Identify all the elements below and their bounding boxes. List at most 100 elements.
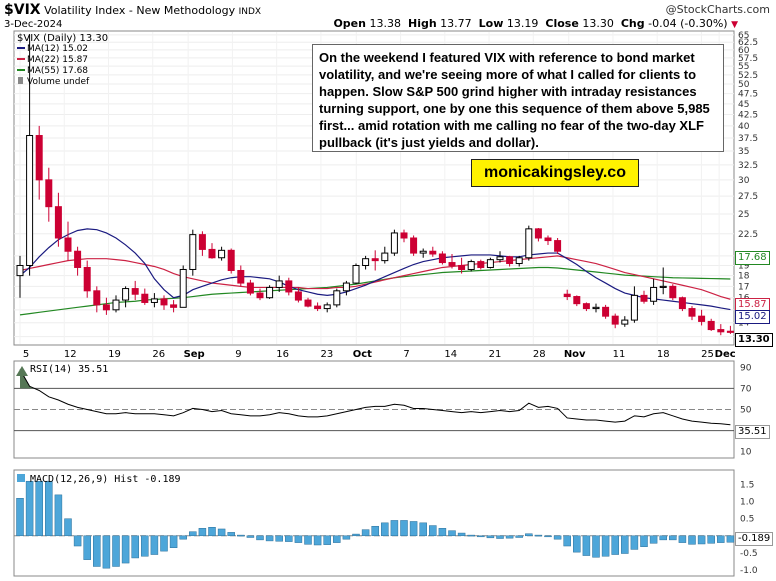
- macd-hist-bar: [630, 535, 639, 550]
- candle-body: [54, 206, 62, 239]
- candle-body: [410, 237, 418, 254]
- close-value: 13.30: [582, 17, 614, 30]
- candle-body: [189, 234, 197, 270]
- macd-y-tick-label: 0.5: [740, 515, 754, 525]
- price-y-tick-label: 60: [738, 46, 750, 56]
- macd-hist-bar: [467, 534, 475, 537]
- rsi-overbought-fill: [20, 369, 33, 389]
- candle-body: [678, 297, 686, 310]
- price-y-tick-label: 57.5: [738, 54, 758, 64]
- ohlc-readout: Open 13.38 High 13.77 Low 13.19 Close 13…: [333, 17, 738, 30]
- macd-hist-bar: [477, 535, 485, 538]
- site-label: monicakingsley.co: [471, 159, 639, 187]
- macd-hist-bar: [361, 529, 370, 537]
- candle-body: [16, 264, 24, 277]
- candle-body: [582, 303, 590, 310]
- macd-hist-bar: [592, 535, 600, 558]
- rsi-line: [19, 369, 731, 426]
- macd-hist-bar: [544, 535, 552, 538]
- candle-body: [198, 234, 206, 250]
- macd-panel-frame: [13, 469, 735, 577]
- ma12-price-tag: 15.02: [735, 310, 770, 324]
- candle-body: [621, 319, 629, 325]
- price-y-tick-label: 40: [738, 122, 750, 132]
- x-tick-label: 28: [533, 349, 546, 360]
- candle-body: [131, 288, 139, 295]
- ma55-price-tag: 17.68: [735, 251, 770, 265]
- rsi-y-tick-label: 50: [740, 406, 752, 416]
- candle-body: [45, 179, 53, 208]
- chg-label: Chg: [620, 17, 645, 30]
- candle-body: [381, 252, 389, 262]
- macd-hist-bar: [64, 518, 72, 537]
- x-tick-label: 25: [701, 349, 714, 360]
- price-y-tick-label: 30: [738, 176, 750, 186]
- candle-body: [438, 253, 446, 264]
- price-y-tick-label: 55: [738, 62, 749, 72]
- candle-body: [467, 261, 475, 270]
- x-tick-label: Nov: [564, 349, 586, 360]
- candle-body: [640, 294, 648, 302]
- macd-hist-bar: [582, 535, 591, 556]
- rsi-y-tick-label: 70: [740, 384, 752, 394]
- macd-hist-bar: [198, 528, 207, 537]
- close-label: Close: [545, 17, 579, 30]
- macd-y-tick-label: -0.5: [740, 549, 758, 559]
- candle-body: [323, 304, 331, 310]
- macd-hist-bar: [208, 527, 216, 537]
- candle-body: [122, 288, 130, 301]
- candle-body: [275, 280, 283, 288]
- macd-hist-bar: [121, 535, 130, 564]
- macd-hist-bar: [515, 535, 523, 538]
- rsi-legend: RSI(14) 35.51: [30, 364, 108, 375]
- candle-body: [333, 290, 341, 306]
- price-y-tick-label: 50: [738, 80, 750, 90]
- open-label: Open: [333, 17, 366, 30]
- macd-hist-bar: [16, 498, 24, 537]
- macd-hist-bar: [371, 525, 379, 537]
- macd-hist-bar: [400, 520, 408, 537]
- macd-y-tick-label: -1.0: [740, 566, 758, 576]
- candle-body: [371, 258, 379, 262]
- candle-body: [35, 135, 43, 181]
- x-tick-label: Oct: [353, 349, 372, 360]
- x-tick-label: 11: [613, 349, 626, 360]
- candle-body: [458, 264, 466, 270]
- macd-hist-bar: [294, 535, 303, 543]
- price-y-tick-label: 42.5: [738, 111, 758, 121]
- macd-hist-bar: [457, 532, 466, 537]
- down-arrow-icon: ▼: [731, 20, 738, 30]
- macd-hist-bar: [649, 535, 658, 544]
- price-y-tick-label: 37.5: [738, 134, 758, 144]
- macd-hist-bar: [73, 535, 82, 547]
- macd-hist-bar: [621, 535, 629, 554]
- candle-body: [362, 258, 370, 266]
- macd-hist-bar: [553, 535, 562, 540]
- ma12-line: [19, 228, 731, 311]
- price-y-tick-label: 18: [738, 272, 750, 282]
- price-y-tick-label: 47.5: [738, 90, 758, 100]
- macd-hist-bar: [717, 535, 725, 543]
- candle-body: [160, 298, 168, 306]
- candle-body: [227, 249, 235, 271]
- macd-hist-bar: [678, 535, 687, 543]
- low-value: 13.19: [506, 17, 539, 30]
- macd-y-tick-label: 1.5: [740, 481, 754, 491]
- high-label: High: [407, 17, 437, 30]
- symbol-name: Volatility Index - New Methodology: [44, 4, 236, 17]
- macd-hist-bar: [35, 480, 43, 537]
- candle-body: [285, 280, 293, 293]
- macd-hist-bar: [131, 535, 139, 559]
- candle-body: [419, 250, 427, 254]
- macd-hist-bar: [333, 535, 341, 543]
- x-tick-label: 21: [489, 349, 502, 360]
- price-y-tick-label: 52.5: [738, 71, 758, 81]
- macd-hist-bar: [265, 535, 274, 542]
- macd-hist-bar: [323, 535, 331, 545]
- macd-legend-icon: [17, 474, 25, 482]
- candle-body: [717, 329, 725, 333]
- candle-body: [83, 266, 91, 292]
- macd-hist-bar: [45, 480, 53, 537]
- chart-date: 3-Dec-2024: [4, 19, 63, 30]
- candle-body: [525, 228, 533, 259]
